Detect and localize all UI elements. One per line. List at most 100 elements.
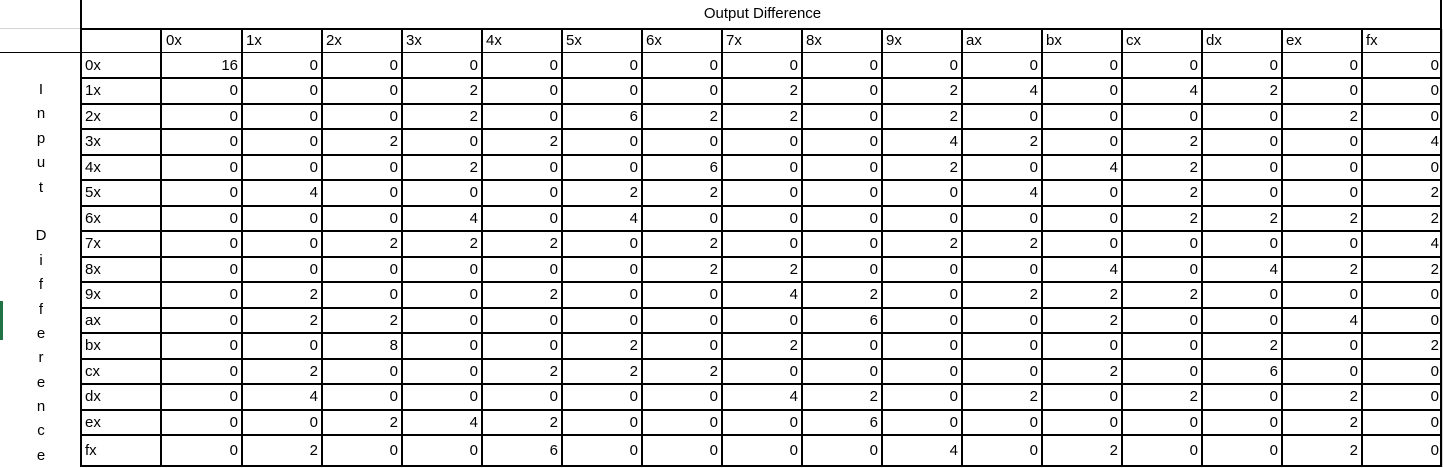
table-cell[interactable]: 2: [802, 282, 882, 308]
table-cell[interactable]: 4: [1042, 257, 1122, 282]
table-cell[interactable]: 2: [642, 359, 722, 384]
table-cell[interactable]: 0: [322, 282, 402, 308]
table-cell[interactable]: 0: [322, 206, 402, 231]
table-cell[interactable]: 0: [1042, 53, 1122, 78]
table-cell[interactable]: 0: [802, 104, 882, 129]
header-corner-cell[interactable]: [82, 29, 162, 53]
table-cell[interactable]: 0: [1362, 384, 1443, 410]
table-cell[interactable]: 2: [1282, 206, 1362, 231]
table-cell[interactable]: 2: [322, 129, 402, 155]
column-header[interactable]: 2x: [322, 29, 402, 53]
table-cell[interactable]: 0: [642, 333, 722, 359]
table-cell[interactable]: 0: [562, 231, 642, 257]
table-cell[interactable]: 0: [882, 333, 962, 359]
table-cell[interactable]: 2: [642, 257, 722, 282]
table-cell[interactable]: 2: [322, 308, 402, 333]
table-cell[interactable]: 0: [1202, 282, 1282, 308]
row-header[interactable]: 5x: [82, 180, 162, 206]
table-cell[interactable]: 2: [802, 384, 882, 410]
row-header[interactable]: 8x: [82, 257, 162, 282]
table-cell[interactable]: 0: [322, 359, 402, 384]
table-cell[interactable]: 0: [1122, 231, 1202, 257]
table-cell[interactable]: 0: [1282, 359, 1362, 384]
table-cell[interactable]: 0: [242, 155, 322, 180]
column-header[interactable]: 7x: [722, 29, 802, 53]
table-cell[interactable]: 0: [642, 435, 722, 467]
table-cell[interactable]: 0: [802, 78, 882, 104]
table-cell[interactable]: 0: [1122, 104, 1202, 129]
table-cell[interactable]: 0: [1282, 333, 1362, 359]
table-cell[interactable]: 0: [642, 410, 722, 435]
table-cell[interactable]: 0: [642, 78, 722, 104]
table-cell[interactable]: 2: [1042, 282, 1122, 308]
table-cell[interactable]: 0: [562, 410, 642, 435]
table-cell[interactable]: 0: [802, 435, 882, 467]
table-cell[interactable]: 0: [1202, 435, 1282, 467]
table-cell[interactable]: 2: [882, 155, 962, 180]
table-cell[interactable]: 0: [162, 435, 242, 467]
table-cell[interactable]: 0: [1362, 435, 1443, 467]
table-cell[interactable]: 2: [562, 359, 642, 384]
table-cell[interactable]: 0: [962, 155, 1042, 180]
table-cell[interactable]: 0: [1042, 333, 1122, 359]
table-cell[interactable]: 0: [802, 257, 882, 282]
table-cell[interactable]: 2: [1362, 257, 1443, 282]
table-cell[interactable]: 0: [1362, 53, 1443, 78]
table-cell[interactable]: 4: [722, 282, 802, 308]
table-cell[interactable]: 0: [162, 129, 242, 155]
table-cell[interactable]: 4: [962, 180, 1042, 206]
table-cell[interactable]: 2: [402, 231, 482, 257]
row-header[interactable]: 9x: [82, 282, 162, 308]
table-cell[interactable]: 4: [402, 410, 482, 435]
table-cell[interactable]: 4: [1362, 231, 1443, 257]
column-header[interactable]: ex: [1282, 29, 1362, 53]
table-cell[interactable]: 0: [722, 308, 802, 333]
table-cell[interactable]: 0: [882, 308, 962, 333]
table-cell[interactable]: 0: [962, 333, 1042, 359]
table-cell[interactable]: 0: [1042, 129, 1122, 155]
table-cell[interactable]: 2: [1202, 333, 1282, 359]
table-cell[interactable]: 2: [1042, 308, 1122, 333]
table-cell[interactable]: 0: [402, 53, 482, 78]
table-cell[interactable]: 2: [242, 435, 322, 467]
table-cell[interactable]: 2: [882, 78, 962, 104]
table-cell[interactable]: 2: [1282, 435, 1362, 467]
table-cell[interactable]: 0: [482, 53, 562, 78]
table-cell[interactable]: 2: [1282, 384, 1362, 410]
table-cell[interactable]: 0: [162, 206, 242, 231]
row-header[interactable]: ex: [82, 410, 162, 435]
table-cell[interactable]: 0: [1202, 53, 1282, 78]
table-cell[interactable]: 2: [1282, 257, 1362, 282]
table-cell[interactable]: 2: [722, 78, 802, 104]
column-header[interactable]: cx: [1122, 29, 1202, 53]
table-cell[interactable]: 0: [882, 180, 962, 206]
table-cell[interactable]: 0: [882, 53, 962, 78]
table-cell[interactable]: 0: [1042, 180, 1122, 206]
table-cell[interactable]: 0: [962, 410, 1042, 435]
table-cell[interactable]: 0: [802, 333, 882, 359]
table-cell[interactable]: 0: [1122, 308, 1202, 333]
table-cell[interactable]: 2: [962, 231, 1042, 257]
table-cell[interactable]: 0: [962, 257, 1042, 282]
table-cell[interactable]: 0: [482, 104, 562, 129]
table-cell[interactable]: 0: [882, 359, 962, 384]
row-header[interactable]: ax: [82, 308, 162, 333]
table-cell[interactable]: 0: [322, 257, 402, 282]
table-cell[interactable]: 0: [722, 129, 802, 155]
table-cell[interactable]: 0: [162, 257, 242, 282]
table-cell[interactable]: 2: [402, 104, 482, 129]
table-cell[interactable]: 2: [962, 282, 1042, 308]
table-cell[interactable]: 0: [162, 231, 242, 257]
table-cell[interactable]: 2: [482, 129, 562, 155]
table-cell[interactable]: 0: [882, 384, 962, 410]
table-cell[interactable]: 0: [562, 155, 642, 180]
table-cell[interactable]: 0: [1202, 129, 1282, 155]
table-cell[interactable]: 0: [802, 206, 882, 231]
column-header[interactable]: 3x: [402, 29, 482, 53]
table-cell[interactable]: 0: [1202, 231, 1282, 257]
table-cell[interactable]: 2: [242, 359, 322, 384]
table-cell[interactable]: 0: [882, 206, 962, 231]
table-cell[interactable]: 0: [1362, 155, 1443, 180]
table-cell[interactable]: 0: [1202, 410, 1282, 435]
row-header[interactable]: dx: [82, 384, 162, 410]
